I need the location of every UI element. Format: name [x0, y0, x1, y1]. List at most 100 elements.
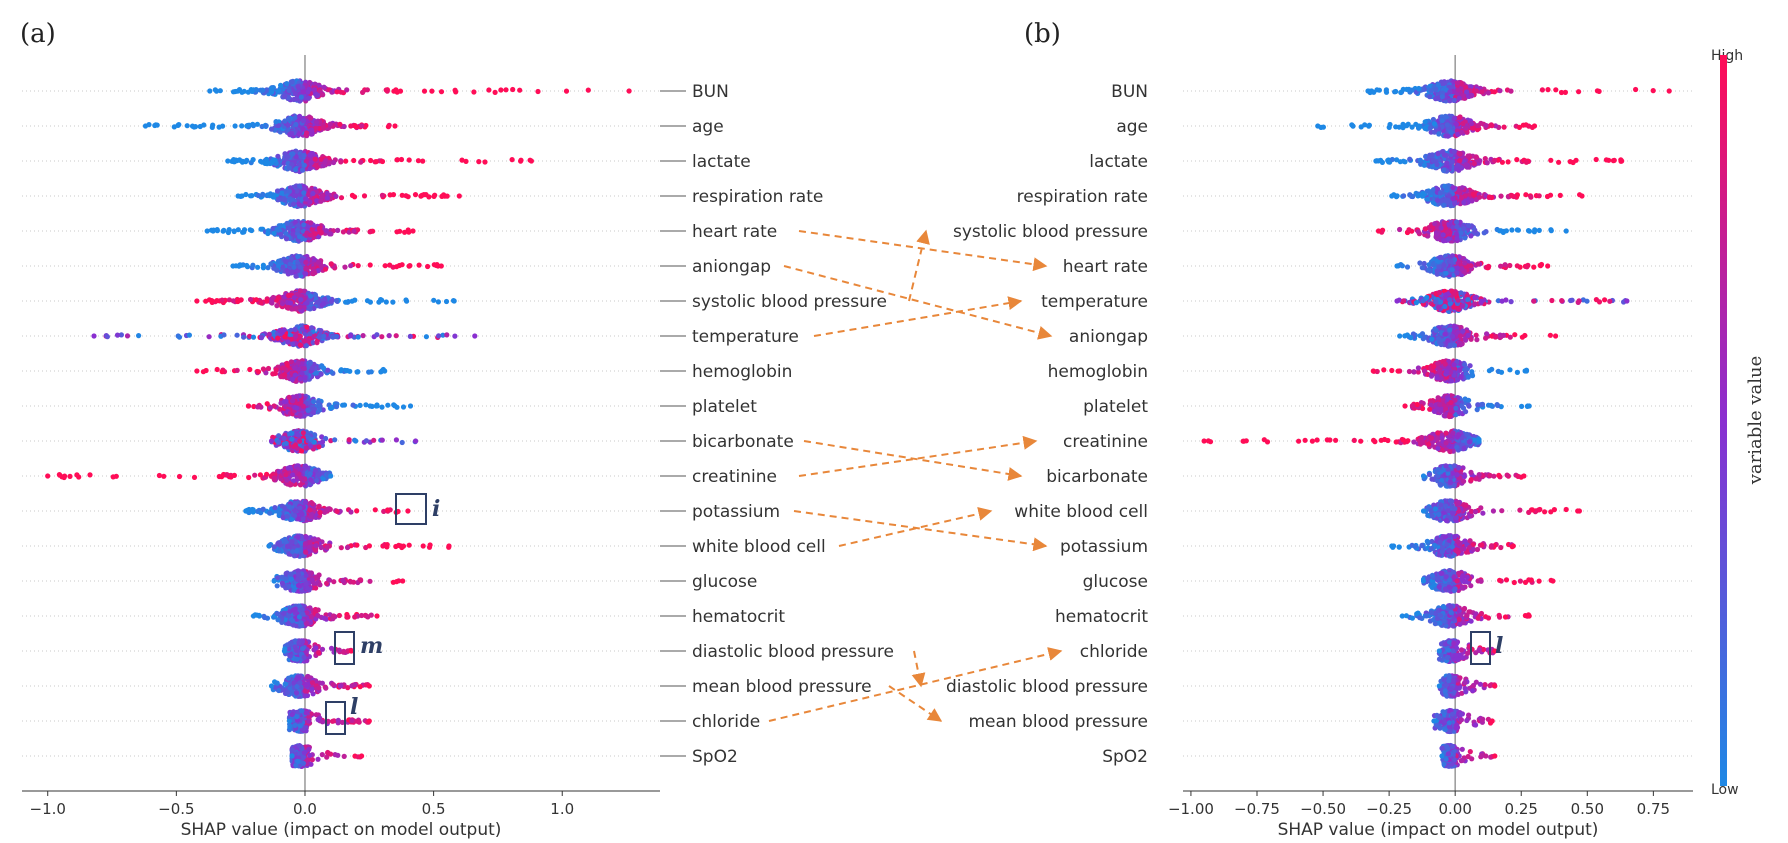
- shap-point: [269, 85, 275, 91]
- shap-point: [87, 472, 93, 478]
- shap-point: [257, 472, 263, 478]
- shap-point: [436, 333, 442, 339]
- shap-extreme-point: [45, 473, 51, 479]
- shap-point: [321, 365, 327, 371]
- shap-point: [292, 333, 299, 339]
- shap-point: [263, 123, 269, 129]
- shap-point: [345, 614, 351, 620]
- shap-extreme-point: [456, 193, 462, 199]
- shap-point: [311, 87, 317, 93]
- shap-point: [282, 681, 288, 687]
- shap-point: [285, 339, 291, 345]
- shap-point: [297, 288, 303, 294]
- shap-point: [239, 123, 245, 129]
- shap-point: [297, 342, 304, 348]
- shap-point: [191, 474, 198, 480]
- shap-point: [290, 151, 296, 157]
- shap-point: [302, 541, 308, 547]
- shap-extreme-point: [392, 123, 398, 129]
- shap-point: [300, 611, 306, 617]
- shap-point: [220, 123, 226, 129]
- shap-point: [303, 463, 309, 469]
- shap-point: [303, 266, 309, 272]
- shap-point: [360, 89, 366, 95]
- shap-extreme-point: [268, 683, 275, 689]
- shap-point: [295, 360, 301, 366]
- shap-point: [285, 154, 291, 160]
- shap-point: [255, 369, 262, 375]
- shap-point: [394, 229, 400, 235]
- shap-point: [296, 161, 302, 167]
- shap-point: [348, 263, 354, 269]
- shap-point: [308, 127, 315, 133]
- shap-point: [420, 158, 426, 164]
- shap-point: [318, 198, 324, 204]
- shap-point: [274, 680, 280, 686]
- shap-point: [292, 372, 298, 378]
- shap-point: [324, 544, 330, 550]
- shap-point: [363, 438, 369, 444]
- shap-point: [439, 193, 445, 199]
- shap-point: [431, 297, 437, 303]
- shap-point: [307, 152, 313, 158]
- shap-point: [336, 612, 342, 619]
- shap-point: [390, 192, 397, 198]
- shap-point: [331, 159, 337, 166]
- shap-point: [308, 220, 314, 226]
- shap-point: [327, 121, 333, 127]
- shap-extreme-point: [410, 228, 416, 234]
- shap-point: [368, 157, 374, 164]
- shap-point: [463, 158, 469, 164]
- shap-point: [378, 297, 384, 303]
- shap-point: [400, 404, 407, 410]
- shap-point: [482, 159, 488, 165]
- beeswarm-row: [286, 708, 372, 734]
- shap-point: [307, 360, 313, 366]
- shap-point: [307, 471, 313, 477]
- shap-point: [435, 299, 441, 305]
- shap-point: [271, 475, 277, 481]
- shap-point: [124, 333, 131, 339]
- shap-point: [341, 402, 348, 408]
- shap-point: [405, 194, 411, 200]
- shap-point: [318, 263, 324, 269]
- shap-point: [301, 338, 307, 344]
- shap-point: [297, 680, 303, 686]
- shap-point: [293, 96, 299, 102]
- shap-point: [279, 580, 285, 586]
- shap-point: [340, 229, 346, 235]
- shap-point: [341, 123, 347, 130]
- shap-point: [274, 303, 280, 309]
- shap-point: [176, 334, 183, 340]
- shap-point: [297, 438, 303, 444]
- shap-point: [328, 298, 335, 304]
- shap-point: [313, 585, 319, 591]
- shap-point: [286, 116, 292, 122]
- shap-point: [219, 369, 225, 375]
- shap-point: [320, 125, 327, 131]
- shap-point: [379, 192, 385, 198]
- shap-extreme-point: [225, 158, 231, 164]
- shap-extreme-point: [528, 158, 535, 164]
- shap-point: [344, 87, 350, 93]
- shap-point: [231, 472, 237, 478]
- shap-point: [585, 87, 591, 93]
- shap-point: [374, 332, 380, 338]
- shap-point: [317, 509, 323, 516]
- shap-point: [136, 333, 142, 339]
- shap-point: [418, 193, 424, 199]
- shap-point: [247, 296, 254, 303]
- shap-point: [297, 264, 303, 270]
- shap-point: [264, 401, 270, 407]
- shap-point: [429, 88, 435, 94]
- shap-point: [476, 159, 482, 165]
- shap-point: [275, 439, 281, 445]
- shap-point: [273, 119, 279, 125]
- feature-label: aniongap: [692, 257, 771, 277]
- x-tick-label: −1.0: [30, 800, 66, 818]
- shap-point: [299, 326, 305, 332]
- shap-point: [309, 686, 315, 692]
- shap-point: [272, 157, 278, 163]
- feature-label: heart rate: [692, 222, 777, 242]
- feature-label: glucose: [692, 572, 757, 592]
